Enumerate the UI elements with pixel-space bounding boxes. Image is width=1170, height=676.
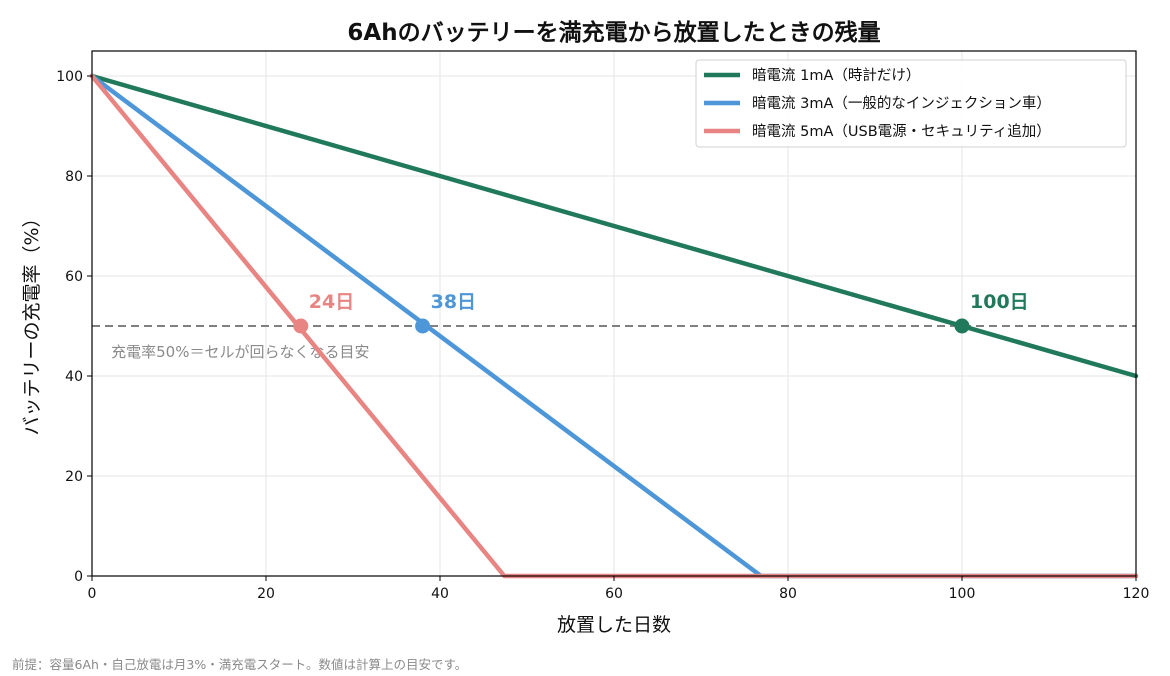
footnote: 前提：容量6Ah・自己放電は月3%・満充電スタート。数値は計算上の目安です。 (12, 657, 468, 672)
marker-label: 100日 (970, 291, 1029, 313)
chart-title: 6Ahのバッテリーを満充電から放置したときの残量 (347, 19, 880, 46)
marker-label: 24日 (309, 291, 354, 313)
y-tick-label: 40 (65, 369, 83, 385)
x-tick-label: 0 (88, 586, 97, 602)
x-axis-label: 放置した日数 (557, 614, 671, 636)
legend: 暗電流 1mA（時計だけ） 暗電流 3mA（一般的なインジェクション車） 暗電流 5… (695, 59, 1127, 148)
y-tick-label: 80 (65, 169, 83, 185)
x-tick-label: 120 (1123, 586, 1150, 602)
y-tick-label: 60 (65, 269, 83, 285)
series-marker (293, 318, 309, 334)
y-axis-label: バッテリーの充電率（%） (21, 208, 43, 435)
x-axis-ticks: 0 20 40 60 80 100 120 (88, 576, 1150, 602)
x-tick-label: 40 (431, 586, 449, 602)
x-tick-label: 60 (605, 586, 623, 602)
reference-line-label: 充電率50%＝セルが回らなくなる目安 (111, 343, 369, 361)
reference-line-group: 充電率50%＝セルが回らなくなる目安 (92, 325, 1136, 361)
series-marker (415, 318, 431, 334)
legend-entry: 暗電流 1mA（時計だけ） (752, 67, 920, 84)
legend-entry: 暗電流 5mA（USB電源・セキュリティ追加） (752, 123, 1051, 140)
y-axis-ticks: 0 20 40 60 80 100 (56, 69, 92, 585)
series-marker (954, 318, 970, 334)
x-tick-label: 100 (949, 586, 976, 602)
y-tick-label: 20 (65, 469, 83, 485)
legend-box (695, 59, 1127, 148)
x-tick-label: 80 (779, 586, 797, 602)
y-tick-label: 0 (74, 569, 83, 585)
marker-label: 38日 (431, 291, 476, 313)
series-markers: 100日 38日 24日 (293, 291, 1029, 334)
line-chart: 6Ahのバッテリーを満充電から放置したときの残量 充電率50%＝セルが回らなくな… (21, 19, 1150, 636)
x-tick-label: 20 (257, 586, 275, 602)
legend-entry: 暗電流 3mA（一般的なインジェクション車） (752, 95, 1051, 112)
y-tick-label: 100 (56, 69, 83, 85)
